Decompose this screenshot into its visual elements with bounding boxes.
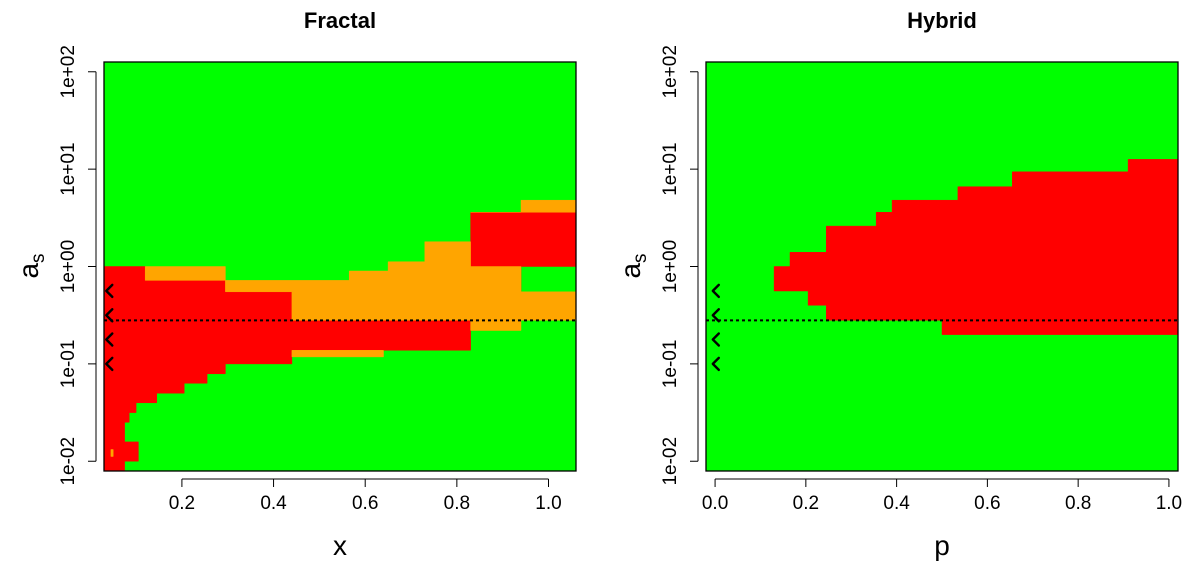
marker-point — [105, 332, 114, 347]
marker-point — [711, 308, 721, 323]
svg-text:as: as — [13, 253, 49, 278]
x-axis: 0.0 0.2 0.4 0.6 0.8 1.0 — [702, 478, 1182, 514]
plot-frame — [705, 61, 1179, 472]
y-tick-label: 1e-02 — [660, 437, 681, 486]
y-tick-label: 1e-02 — [58, 437, 79, 486]
x-tick-label: 0.2 — [793, 493, 819, 514]
y-axis-label-main: a — [13, 263, 44, 279]
region-mixed — [225, 241, 576, 331]
x-tick-label: 0.6 — [352, 493, 378, 514]
y-tick-label: 1e-01 — [58, 340, 79, 389]
y-axis-label: as — [615, 253, 651, 278]
y-tick-label: 1e+02 — [660, 45, 681, 98]
y-tick-label: 1e+00 — [58, 240, 79, 293]
y-tick-label: 1e-01 — [660, 340, 681, 389]
marker-point — [711, 356, 721, 372]
y-axis-label-main: a — [615, 263, 646, 279]
y-axis-label: as — [13, 253, 49, 278]
marker-group — [105, 283, 114, 372]
x-tick-label: 0.6 — [974, 493, 1000, 514]
region-mixed — [144, 266, 226, 281]
y-axis: 1e-02 1e-01 1e+00 1e+01 1e+02 — [660, 45, 699, 486]
x-tick-label: 1.0 — [535, 493, 561, 514]
x-tick-label: 0.8 — [444, 493, 470, 514]
x-tick-label: 0.8 — [1065, 493, 1091, 514]
x-axis: 0.2 0.4 0.6 0.8 1.0 — [169, 478, 562, 514]
region-mixed — [291, 350, 384, 358]
heatmap-cells — [104, 62, 576, 471]
marker-point — [105, 308, 114, 323]
y-tick-label: 1e+01 — [660, 142, 681, 195]
marker-point — [105, 283, 114, 299]
x-tick-label: 0.4 — [260, 493, 287, 514]
marker-point — [711, 332, 721, 347]
y-axis: 1e-02 1e-01 1e+00 1e+01 1e+02 — [58, 45, 97, 486]
heatmap-cells — [706, 62, 1178, 471]
x-axis-label: x — [333, 530, 347, 561]
x-axis-label: p — [934, 530, 950, 561]
plot-frame — [103, 61, 577, 472]
x-tick-label: 1.0 — [1156, 493, 1182, 514]
marker-group — [711, 283, 721, 372]
chart-title: Fractal — [304, 8, 376, 33]
y-tick-label: 1e+02 — [58, 45, 79, 98]
x-tick-label: 0.2 — [169, 493, 195, 514]
x-tick-label: 0.0 — [702, 493, 728, 514]
svg-text:as: as — [615, 253, 651, 278]
marker-point — [105, 356, 114, 372]
marker-point — [711, 283, 721, 299]
plot-area — [104, 62, 576, 471]
y-axis-label-subscript: s — [28, 253, 49, 263]
y-tick-label: 1e+00 — [660, 240, 681, 293]
x-tick-label: 0.4 — [883, 493, 910, 514]
region-mixed — [470, 199, 576, 213]
y-tick-label: 1e+01 — [58, 142, 79, 195]
chart-title: Hybrid — [907, 8, 977, 33]
region-mixed — [110, 449, 114, 457]
plot-area — [706, 62, 1178, 471]
y-axis-label-subscript: s — [630, 253, 651, 263]
chart-panel-fractal: Fractal x as 0.2 0.4 0.6 0.8 1.01e-021e-011e… — [13, 8, 577, 561]
chart-panel-hybrid: Hybrid p as 0.0 0.2 0.4 0.6 0.8 1.0 1e-02 1e-01… — [615, 8, 1182, 561]
